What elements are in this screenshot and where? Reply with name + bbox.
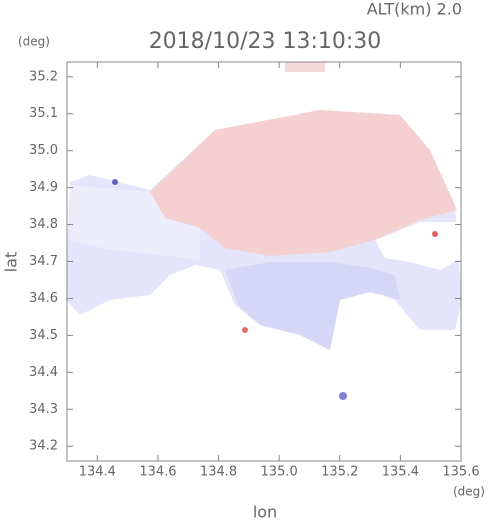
echo-spot	[432, 231, 438, 237]
x-tick-label: 134.4	[79, 465, 116, 480]
x-tick-label: 135.4	[382, 465, 419, 480]
x-tick-label: 135.0	[261, 465, 298, 480]
y-tick-label: 34.6	[29, 291, 58, 306]
chart-title: 2018/10/23 13:10:30	[149, 29, 382, 54]
y-tick-label: 34.5	[29, 328, 58, 343]
y-unit: (deg)	[18, 35, 50, 49]
y-axis-title: lat	[2, 252, 21, 273]
echo-region	[225, 262, 400, 350]
y-tick-label: 34.2	[29, 439, 58, 454]
echo-spot	[242, 327, 248, 333]
x-tick-label: 135.6	[442, 465, 479, 480]
x-unit: (deg)	[453, 485, 485, 499]
echo-spot	[112, 179, 118, 185]
x-tick-label: 135.2	[321, 465, 358, 480]
subtitle: ALT(km) 2.0	[367, 0, 462, 19]
y-tick-label: 35.1	[29, 106, 58, 121]
y-tick-label: 34.9	[29, 180, 58, 195]
x-tick-label: 134.8	[200, 465, 237, 480]
echo-spot	[339, 392, 347, 400]
y-tick-label: 34.4	[29, 365, 58, 380]
echo-region	[70, 185, 200, 260]
x-tick-label: 134.6	[139, 465, 176, 480]
y-tick-label: 34.7	[29, 254, 58, 269]
echo-region	[150, 110, 457, 256]
y-tick-label: 35.2	[29, 69, 58, 84]
radar-field	[66, 62, 462, 400]
y-tick-label: 34.3	[29, 402, 58, 417]
x-axis-title: lon	[253, 503, 277, 522]
y-tick-label: 35.0	[29, 143, 58, 158]
y-tick-label: 34.8	[29, 217, 58, 232]
echo-spot	[285, 62, 325, 72]
